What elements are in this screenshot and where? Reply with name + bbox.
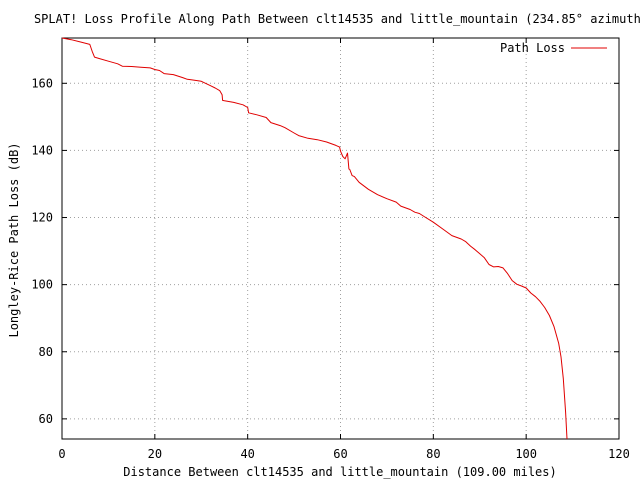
x-tick-label: 80 xyxy=(426,447,440,461)
legend-label: Path Loss xyxy=(500,41,565,55)
x-tick-label: 0 xyxy=(58,447,65,461)
y-tick-label: 120 xyxy=(31,211,53,225)
series-line-path-loss xyxy=(61,37,568,440)
x-tick-label: 40 xyxy=(240,447,254,461)
axes xyxy=(61,37,620,440)
series-layer xyxy=(61,37,568,440)
grid-lines xyxy=(62,38,619,439)
x-tick-label: 20 xyxy=(148,447,162,461)
x-tick-label: 60 xyxy=(333,447,347,461)
plot-frame xyxy=(61,37,620,440)
y-tick-label: 160 xyxy=(31,76,53,90)
x-tick-label: 100 xyxy=(515,447,537,461)
tick-labels: 0 20 40 60 80 100 120 60 80 100 120 140 160 xyxy=(31,76,630,461)
legend: Path Loss xyxy=(500,41,607,55)
y-tick-label: 80 xyxy=(39,345,53,359)
x-axis-label: Distance Between clt14535 and little_mou… xyxy=(123,465,556,479)
chart-title: SPLAT! Loss Profile Along Path Between c… xyxy=(34,12,640,26)
y-axis-label: Longley-Rice Path Loss (dB) xyxy=(7,142,21,337)
y-tick-label: 100 xyxy=(31,278,53,292)
x-tick-label: 120 xyxy=(608,447,630,461)
y-tick-label: 60 xyxy=(39,412,53,426)
y-tick-label: 140 xyxy=(31,143,53,157)
